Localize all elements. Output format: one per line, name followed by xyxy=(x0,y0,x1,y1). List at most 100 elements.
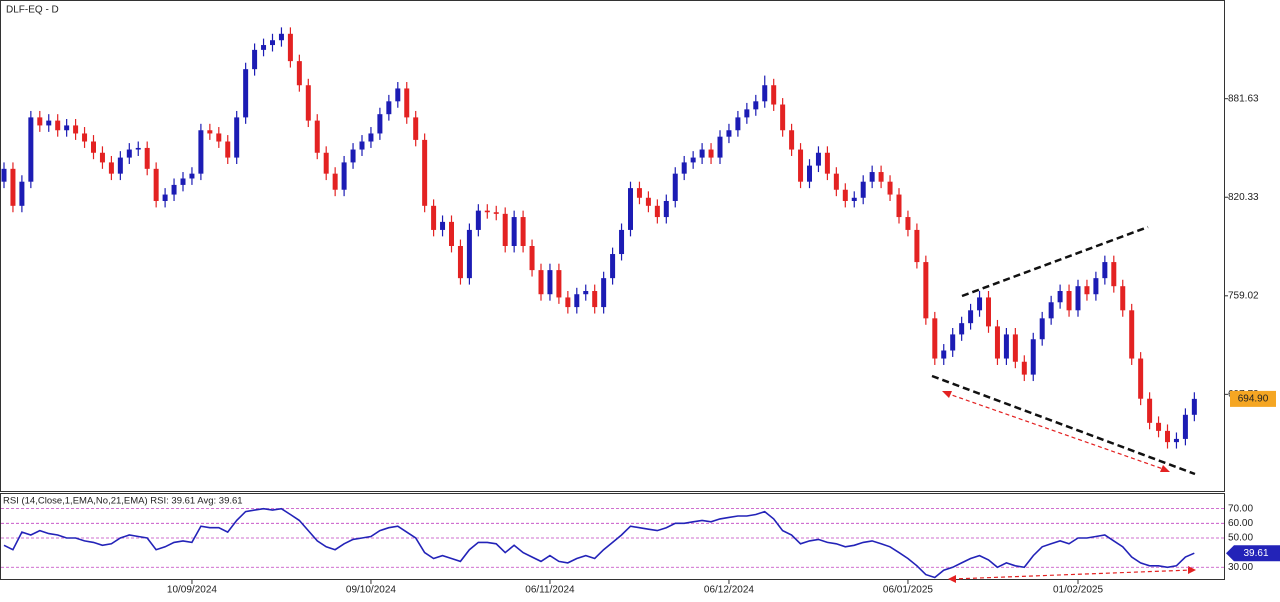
candle-body xyxy=(905,217,911,230)
candle-body xyxy=(619,229,625,255)
candle-body xyxy=(583,291,589,295)
candle-body xyxy=(466,229,472,279)
candle-body xyxy=(923,262,929,319)
candle-body xyxy=(1102,262,1108,279)
candle-body xyxy=(977,297,983,311)
x-tick-label: 06/11/2024 xyxy=(525,585,575,596)
candle-body xyxy=(225,141,231,158)
candle-body xyxy=(636,188,642,198)
candle-body xyxy=(699,149,705,158)
candle-body xyxy=(887,181,893,195)
candle-body xyxy=(1003,334,1009,359)
candle-body xyxy=(55,120,61,131)
candle-body xyxy=(1075,286,1081,311)
candle-body xyxy=(932,318,938,359)
x-tick-label: 06/12/2024 xyxy=(704,585,754,596)
candle-body xyxy=(99,152,105,163)
candle-body xyxy=(386,101,392,115)
rsi-line xyxy=(3,507,1195,579)
arrow-head xyxy=(1188,566,1196,574)
candle-body xyxy=(762,85,768,102)
y-tick-label: 70.00 xyxy=(1228,503,1253,514)
candle-body xyxy=(126,149,132,158)
candle-body xyxy=(144,147,150,169)
candle-body xyxy=(1030,339,1036,375)
candle-body xyxy=(1111,262,1117,287)
candle-body xyxy=(994,326,1000,359)
last-value-label: 39.61 xyxy=(1243,548,1268,559)
candle-body xyxy=(896,194,902,218)
x-tick-label: 10/09/2024 xyxy=(167,585,217,596)
candle-body xyxy=(332,173,338,190)
candle-body xyxy=(1093,278,1099,295)
candle-body xyxy=(180,178,186,185)
candle-body xyxy=(789,130,795,150)
candle-body xyxy=(574,294,580,308)
divergence-arrows xyxy=(945,392,1193,580)
candle-body xyxy=(628,188,633,230)
candle-body xyxy=(860,181,866,198)
candle-body xyxy=(735,117,741,131)
rsi-pane xyxy=(0,493,1225,580)
candle-body xyxy=(404,88,410,118)
candle-body xyxy=(377,114,383,134)
candle-body xyxy=(1191,398,1197,415)
candle-body xyxy=(350,149,356,163)
candle-body xyxy=(968,310,974,324)
rsi-title: RSI (14,Close,1,EMA,No,21,EMA) RSI: 39.6… xyxy=(3,496,243,507)
candle-body xyxy=(1057,291,1063,303)
candle-body xyxy=(538,270,544,295)
y-tick-label: 759.02 xyxy=(1228,290,1259,301)
candle-body xyxy=(645,197,651,206)
candle-body xyxy=(1129,310,1135,359)
candle-body xyxy=(368,133,374,142)
arrow-heads xyxy=(942,391,1196,583)
candle-body xyxy=(28,117,34,182)
candle-body xyxy=(1012,334,1018,362)
candle-body xyxy=(10,168,16,206)
candle-body xyxy=(153,168,159,201)
candle-body xyxy=(395,88,401,102)
candle-body xyxy=(207,130,213,134)
candle-body xyxy=(475,210,481,230)
candle-body xyxy=(1021,361,1027,375)
last-value-tag xyxy=(1226,545,1280,562)
candle-body xyxy=(46,120,52,126)
candle-body xyxy=(824,152,830,174)
candle-body xyxy=(73,125,79,134)
candle-body xyxy=(672,173,678,201)
candle-body xyxy=(493,212,499,214)
candle-body xyxy=(520,217,526,246)
candle-body xyxy=(305,85,311,121)
candle-body xyxy=(1,168,7,182)
candle-body xyxy=(592,291,598,308)
candle-body xyxy=(171,184,177,195)
candle-body xyxy=(717,136,723,158)
x-tick-label: 09/10/2024 xyxy=(346,585,396,596)
candle-body xyxy=(82,133,88,142)
candle-body xyxy=(842,189,848,201)
candle-body xyxy=(135,147,141,150)
y-tick-label: 30.00 xyxy=(1228,562,1253,573)
candle-body xyxy=(117,157,123,174)
candle-body xyxy=(413,117,419,140)
x-tick-label: 06/01/2025 xyxy=(883,585,933,596)
candle-body xyxy=(1173,438,1179,443)
candle-body xyxy=(771,85,777,105)
candle-body xyxy=(869,172,875,182)
candle-body xyxy=(807,165,812,182)
trend-lines xyxy=(931,225,1196,476)
y-tick-label: 50.00 xyxy=(1228,533,1253,544)
candle-body xyxy=(753,101,759,110)
candle-body xyxy=(198,130,204,174)
candle-body xyxy=(1039,318,1045,340)
lower-trend-line xyxy=(931,374,1196,476)
arrow-head xyxy=(942,391,952,398)
candle-body xyxy=(162,194,168,201)
arrow-head xyxy=(948,575,956,583)
arrow-head xyxy=(1160,465,1170,472)
candle-body xyxy=(234,117,240,158)
candle-body xyxy=(547,270,553,295)
candle-body xyxy=(314,120,320,153)
